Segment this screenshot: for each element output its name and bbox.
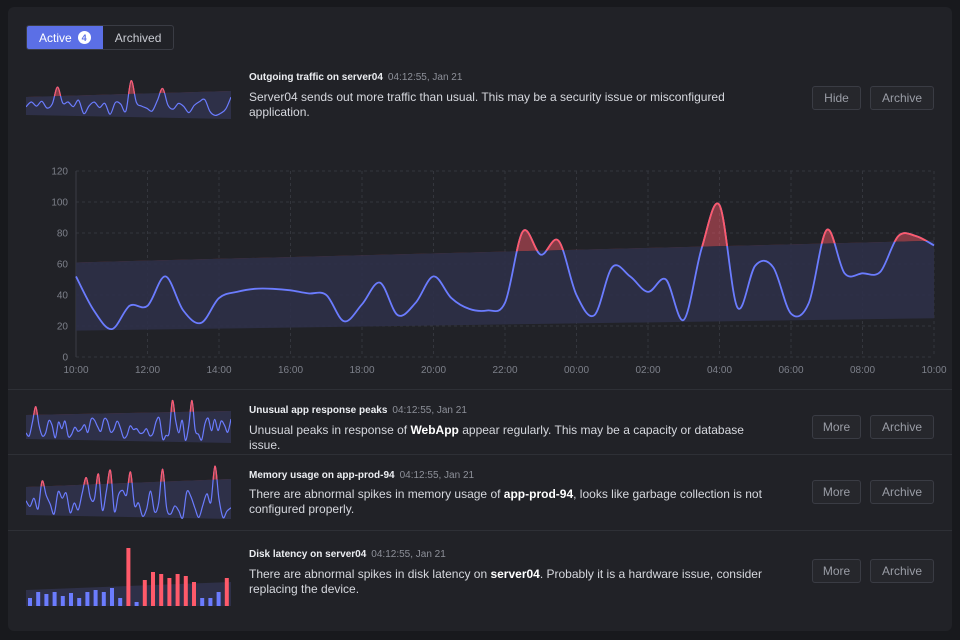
y-tick-label: 60 — [57, 260, 69, 271]
y-tick-label: 0 — [62, 353, 68, 364]
more-button[interactable]: More — [812, 559, 861, 583]
x-tick-label: 02:00 — [635, 365, 660, 376]
x-tick-label: 22:00 — [492, 365, 517, 376]
spark-band — [26, 91, 231, 119]
sparkline-traffic — [26, 80, 231, 119]
spark-bar — [208, 598, 213, 606]
spark-bar — [159, 574, 164, 606]
spark-bar — [69, 593, 73, 606]
alert-timestamp: 04:12:55, Jan 21 — [387, 72, 463, 83]
x-tick-label: 16:00 — [278, 365, 303, 376]
archive-button[interactable]: Archive — [870, 559, 934, 583]
spark-bar — [93, 590, 98, 606]
desc-text: There are abnormal spikes in memory usag… — [249, 487, 504, 501]
sparkline-memory — [26, 465, 231, 519]
desc-text: There are abnormal spikes in disk latenc… — [249, 567, 491, 581]
spark-bar — [216, 592, 221, 606]
spark-bar — [126, 548, 131, 606]
y-tick-label: 100 — [51, 198, 68, 209]
alert-timestamp: 04:12:55, Jan 21 — [399, 470, 475, 481]
spark-bar — [142, 580, 147, 606]
x-tick-label: 06:00 — [778, 365, 803, 376]
spark-bar — [200, 598, 205, 606]
alerts-panel: Active 4 Archived Outgoing traffic on se… — [8, 7, 952, 631]
x-tick-label: 00:00 — [564, 365, 589, 376]
alert-description: Unusual peaks in response of WebApp appe… — [249, 423, 769, 453]
spark-bar — [77, 598, 82, 606]
x-tick-label: 10:00 — [63, 365, 88, 376]
bar-sparkline-latency — [26, 548, 231, 606]
spark-band — [26, 411, 231, 443]
spark-bar — [110, 588, 114, 606]
traffic-chart: 0 20 40 60 80 100 120 10:00 12:00 14:00 16:00 18:00… — [51, 167, 947, 377]
spark-anomaly-line — [26, 465, 231, 487]
more-button[interactable]: More — [812, 480, 861, 504]
tab-archived-label: Archived — [114, 30, 162, 45]
spark-line — [26, 399, 231, 441]
x-tick-label: 10:00 — [921, 365, 946, 376]
spark-bar — [192, 582, 196, 606]
desc-text: , looks like garbage collection is not c… — [249, 487, 762, 516]
alert-description: Server04 sends out more traffic than usu… — [249, 90, 769, 120]
tab-active[interactable]: Active 4 — [27, 26, 103, 49]
spark-bar — [52, 592, 57, 606]
anomaly-area — [76, 203, 934, 263]
divider — [8, 530, 952, 531]
spark-bar — [101, 592, 106, 606]
x-tick-label: 18:00 — [349, 365, 374, 376]
more-button[interactable]: More — [812, 415, 861, 439]
series-line — [75, 202, 935, 330]
alert-title: Outgoing traffic on server04 — [249, 72, 383, 83]
spark-bar — [118, 598, 123, 606]
alert-description: There are abnormal spikes in memory usag… — [249, 487, 769, 517]
x-tick-label: 14:00 — [206, 365, 231, 376]
desc-text: appear regularly. This may be a capacity… — [249, 423, 744, 452]
alert-title: Disk latency on server04 — [249, 549, 367, 560]
hide-button[interactable]: Hide — [812, 86, 861, 110]
active-count-badge: 4 — [77, 31, 91, 44]
spark-bar — [224, 578, 229, 606]
desc-highlight: server04 — [490, 567, 540, 581]
spark-bar — [36, 592, 41, 606]
archive-button[interactable]: Archive — [870, 415, 934, 439]
alert-description: There are abnormal spikes in disk latenc… — [249, 567, 769, 597]
desc-highlight: WebApp — [410, 423, 459, 437]
spark-bar — [175, 574, 180, 606]
y-tick-label: 20 — [57, 322, 69, 333]
x-tick-label: 12:00 — [135, 365, 160, 376]
desc-text: . Probably it is a hardware issue, consi… — [249, 567, 762, 596]
tab-active-label: Active — [39, 30, 72, 45]
desc-text: Unusual peaks in response of — [249, 423, 411, 437]
x-tick-label: 20:00 — [421, 365, 446, 376]
archive-button[interactable]: Archive — [870, 86, 934, 110]
alert-title: Unusual app response peaks — [249, 405, 388, 416]
alert-title: Memory usage on app-prod-94 — [249, 470, 395, 481]
archive-button[interactable]: Archive — [870, 480, 934, 504]
desc-text: Server04 sends out more traffic than usu… — [249, 90, 725, 119]
spark-bar — [134, 602, 139, 606]
y-tick-label: 80 — [57, 229, 69, 240]
spark-bar — [183, 576, 188, 606]
alert-timestamp: 04:12:55, Jan 21 — [392, 405, 467, 416]
spark-bar — [28, 598, 32, 606]
x-tick-label: 04:00 — [707, 365, 732, 376]
divider — [8, 389, 952, 390]
spark-bar — [44, 594, 49, 606]
status-tabs: Active 4 Archived — [26, 25, 175, 50]
expected-range-band — [76, 240, 934, 331]
tab-archived[interactable]: Archived — [103, 26, 174, 49]
desc-highlight: app-prod-94 — [503, 487, 574, 501]
y-tick-label: 120 — [51, 167, 68, 178]
y-tick-label: 40 — [57, 291, 69, 302]
sparkline-response — [26, 399, 231, 443]
spark-bar — [167, 578, 172, 606]
spark-bar — [85, 592, 90, 606]
divider — [8, 454, 952, 455]
alert-timestamp: 04:12:55, Jan 21 — [371, 549, 446, 560]
spark-bar — [151, 572, 155, 606]
spark-bar — [60, 596, 65, 606]
x-tick-label: 08:00 — [850, 365, 875, 376]
